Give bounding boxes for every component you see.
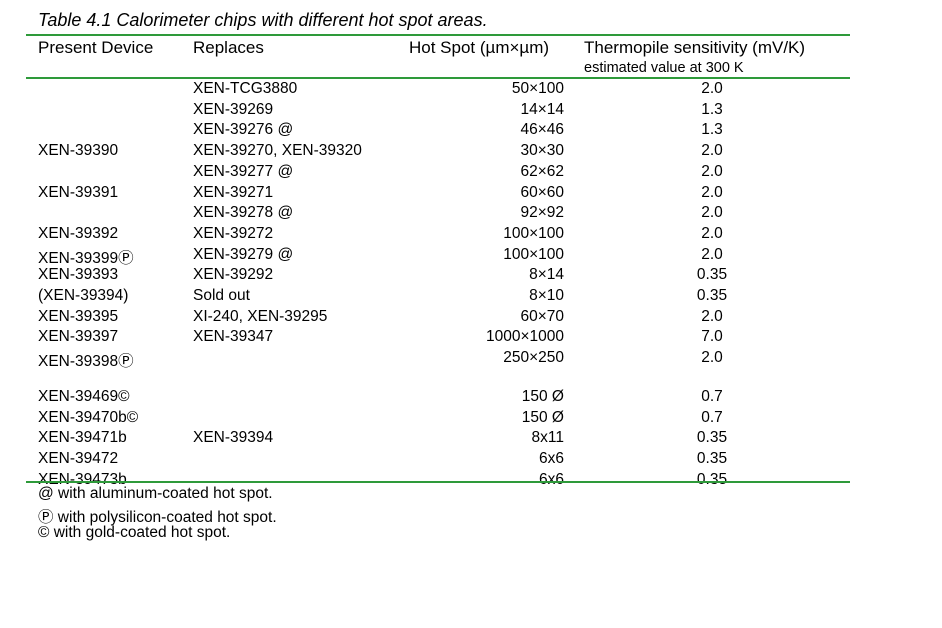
header-rule xyxy=(26,77,850,79)
table-row: XEN-39397 XEN-39347 1000×1000 7.0 xyxy=(0,328,942,348)
cell-replaces: XEN-39292 xyxy=(193,266,274,284)
cell-sensitivity: 2.0 xyxy=(701,245,723,263)
cell-sensitivity: 0.7 xyxy=(701,387,723,405)
cell-hotspot: 8×14 xyxy=(529,266,564,284)
cell-hotspot: 6x6 xyxy=(539,470,564,488)
header-sensitivity-note: estimated value at 300 K xyxy=(584,60,744,76)
cell-device: XEN-39392 xyxy=(38,224,119,242)
header-sensitivity: Thermopile sensitivity (mV/K) xyxy=(584,38,806,57)
cell-device: XEN-39470b© xyxy=(38,408,139,426)
cell-device: XEN-39393 xyxy=(38,266,119,284)
cell-hotspot: 6x6 xyxy=(539,449,564,467)
bottom-rule xyxy=(26,481,850,483)
cell-hotspot: 150 Ø xyxy=(521,408,564,426)
table-row: XEN-39392 XEN-39272 100×100 2.0 xyxy=(0,225,942,245)
cell-replaces: XEN-39276 @ xyxy=(193,121,294,139)
cell-device: XEN-39395 xyxy=(38,307,119,325)
cell-sensitivity: 0.35 xyxy=(696,266,728,284)
header-hotspot: Hot Spot (µm×µm) xyxy=(409,38,550,57)
cell-hotspot: 8x11 xyxy=(531,429,564,447)
cell-hotspot: 100×100 xyxy=(503,245,564,263)
cell-device: XEN-39391 xyxy=(38,183,119,201)
cell-sensitivity: 2.0 xyxy=(701,349,723,367)
cell-device: XEN-39469© xyxy=(38,387,130,405)
cell-device: XEN-39399Ⓟ xyxy=(38,249,134,267)
footnote-polysilicon: Ⓟ with polysilicon-coated hot spot. xyxy=(38,509,277,526)
cell-sensitivity: 0.7 xyxy=(701,408,723,426)
table-row: XEN-39398Ⓟ 250×250 2.0 xyxy=(0,349,942,371)
cell-hotspot: 60×70 xyxy=(520,307,564,325)
header-replaces: Replaces xyxy=(193,38,264,57)
cell-device: XEN-39471b xyxy=(38,429,127,447)
cell-sensitivity: 2.0 xyxy=(701,80,723,97)
footnote-gold: © with gold-coated hot spot. xyxy=(38,524,231,541)
cell-hotspot: 1000×1000 xyxy=(485,328,564,346)
cell-sensitivity: 7.0 xyxy=(701,328,723,346)
cell-hotspot: 50×100 xyxy=(511,80,564,97)
table-row: XEN-39269 14×14 1.3 xyxy=(0,101,942,121)
cell-sensitivity: 2.0 xyxy=(701,142,723,160)
cell-replaces: XEN-TCG3880 xyxy=(193,80,298,97)
table-row: XEN-39393 XEN-39292 8×14 0.35 xyxy=(0,266,942,286)
table-row: XEN-39276 @ 46×46 1.3 xyxy=(0,121,942,141)
table-row: XEN-TCG3880 50×100 2.0 xyxy=(0,80,942,100)
table-row: XEN-39399Ⓟ XEN-39279 @ 100×100 2.0 xyxy=(0,245,942,267)
cell-sensitivity: 2.0 xyxy=(701,204,723,222)
cell-hotspot: 14×14 xyxy=(520,100,564,118)
cell-sensitivity: 0.35 xyxy=(696,470,728,488)
cell-hotspot: 150 Ø xyxy=(521,387,564,405)
cell-replaces: XEN-39394 xyxy=(193,429,274,447)
cell-sensitivity: 2.0 xyxy=(701,183,723,201)
table-row: XEN-39472 6x6 0.35 xyxy=(0,450,942,470)
table-row: XEN-39469© 150 Ø 0.7 xyxy=(0,388,942,408)
cell-replaces: XEN-39269 xyxy=(193,100,274,118)
table-row: XEN-39473b 6x6 0.35 xyxy=(0,471,942,491)
cell-replaces: XEN-39277 @ xyxy=(193,162,294,180)
cell-hotspot: 100×100 xyxy=(503,224,564,242)
cell-replaces: XEN-39279 @ xyxy=(193,245,294,263)
cell-sensitivity: 0.35 xyxy=(696,287,728,304)
table-caption: Table 4.1 Calorimeter chips with differe… xyxy=(38,10,488,30)
cell-sensitivity: 2.0 xyxy=(701,162,723,180)
table-row: XEN-39390 XEN-39270, XEN-39320 30×30 2.0 xyxy=(0,142,942,162)
cell-device: XEN-39397 xyxy=(38,328,119,346)
cell-hotspot: 250×250 xyxy=(503,349,564,367)
table-row: (XEN-39394) Sold out 8×10 0.35 xyxy=(0,287,942,307)
cell-device: XEN-39473b xyxy=(38,470,127,488)
cell-device: (XEN-39394) xyxy=(38,287,129,304)
cell-sensitivity: 0.35 xyxy=(696,449,728,467)
cell-replaces: XI-240, XEN-39295 xyxy=(193,307,328,325)
cell-hotspot: 30×30 xyxy=(520,142,564,160)
cell-device: XEN-39472 xyxy=(38,449,119,467)
table-row: XEN-39471b XEN-39394 8x11 0.35 xyxy=(0,429,942,449)
cell-sensitivity: 0.35 xyxy=(696,429,728,447)
cell-hotspot: 60×60 xyxy=(520,183,564,201)
cell-replaces: XEN-39278 @ xyxy=(193,204,294,222)
cell-hotspot: 46×46 xyxy=(520,121,564,139)
footnote-aluminum: @ with aluminum-coated hot spot. xyxy=(38,485,273,502)
cell-replaces: XEN-39271 xyxy=(193,183,274,201)
cell-replaces: XEN-39272 xyxy=(193,224,274,242)
table-row: XEN-39395 XI-240, XEN-39295 60×70 2.0 xyxy=(0,308,942,328)
top-rule xyxy=(26,34,850,36)
header-device: Present Device xyxy=(38,38,154,57)
cell-sensitivity: 1.3 xyxy=(701,121,723,139)
cell-sensitivity: 1.3 xyxy=(701,100,723,118)
cell-replaces: Sold out xyxy=(193,287,250,304)
table-row: XEN-39470b© 150 Ø 0.7 xyxy=(0,409,942,429)
cell-device: XEN-39398Ⓟ xyxy=(38,353,134,371)
table-row: XEN-39278 @ 92×92 2.0 xyxy=(0,204,942,224)
cell-hotspot: 92×92 xyxy=(520,204,564,222)
table-row: XEN-39391 XEN-39271 60×60 2.0 xyxy=(0,184,942,204)
cell-replaces: XEN-39270, XEN-39320 xyxy=(193,142,362,160)
cell-sensitivity: 2.0 xyxy=(701,224,723,242)
cell-sensitivity: 2.0 xyxy=(701,307,723,325)
cell-replaces: XEN-39347 xyxy=(193,328,274,346)
cell-hotspot: 62×62 xyxy=(520,162,564,180)
cell-device: XEN-39390 xyxy=(38,142,119,160)
cell-hotspot: 8×10 xyxy=(529,287,564,304)
table-row: XEN-39277 @ 62×62 2.0 xyxy=(0,163,942,183)
